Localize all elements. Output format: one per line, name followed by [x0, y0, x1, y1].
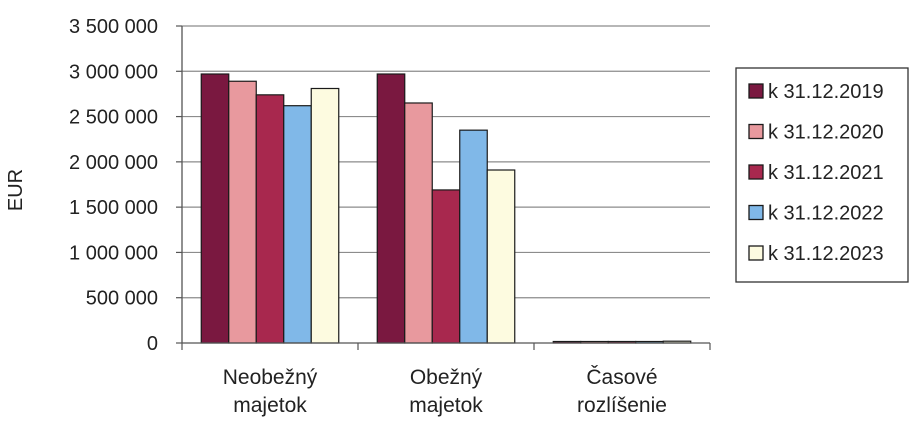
bar-k-31-12-2023-cat-1	[486, 169, 516, 344]
y-tick-label: 500 000	[86, 288, 158, 310]
x-category-label: Neobežný	[223, 366, 318, 389]
legend: k 31.12.2019 k 31.12.2020 k 31.12.2021 k 31…	[735, 67, 909, 283]
y-tick-label: 1 000 000	[69, 242, 158, 264]
bar-k-31-12-2022-cat-0	[283, 105, 312, 344]
bar-k-31-12-2019-cat-1	[376, 73, 406, 344]
y-axis-label: EUR	[5, 169, 27, 211]
legend-label: k 31.12.2019	[768, 81, 884, 103]
legend-swatch	[748, 245, 764, 261]
y-tick-label: 2 500 000	[69, 107, 158, 129]
axes	[176, 25, 711, 350]
legend-swatch	[748, 123, 764, 140]
bar-k-31-12-2021-cat-0	[255, 94, 285, 344]
bar-k-31-12-2023-cat-0	[310, 87, 340, 344]
bars	[200, 73, 692, 344]
legend-swatch	[748, 164, 764, 180]
legend-swatch	[748, 83, 764, 99]
bar-k-31-12-2021-cat-1	[431, 189, 461, 344]
x-category-label: Obežný	[410, 366, 483, 389]
y-tick-label: 2 000 000	[69, 152, 158, 174]
legend-box	[735, 67, 909, 283]
x-category-label: Časové	[586, 366, 657, 389]
x-category-label: majetok	[409, 394, 483, 417]
x-category-label: rozlíšenie	[577, 394, 667, 417]
y-tick-labels: 0 500 000 1 000 000 1 500 000 2 000 000 2 500…	[69, 16, 158, 355]
bar-k-31-12-2019-cat-0	[200, 73, 230, 344]
legend-label: k 31.12.2022	[768, 203, 884, 225]
y-tick-label: 0	[147, 333, 158, 355]
y-tick-label: 3 000 000	[69, 61, 158, 83]
legend-label: k 31.12.2023	[768, 243, 884, 265]
bar-k-31-12-2022-cat-1	[459, 129, 488, 344]
x-category-label: majetok	[233, 394, 307, 417]
legend-swatch	[748, 204, 764, 221]
legend-label: k 31.12.2020	[768, 122, 884, 144]
y-tick-label: 3 500 000	[69, 16, 158, 38]
y-tick-label: 1 500 000	[69, 197, 158, 219]
x-category-labels: Neobežný majetok Obežný majetok Časové rozlíš…	[223, 366, 667, 417]
bar-k-31-12-2020-cat-0	[228, 80, 257, 344]
legend-label: k 31.12.2021	[768, 162, 884, 184]
bar-k-31-12-2020-cat-1	[404, 102, 433, 344]
